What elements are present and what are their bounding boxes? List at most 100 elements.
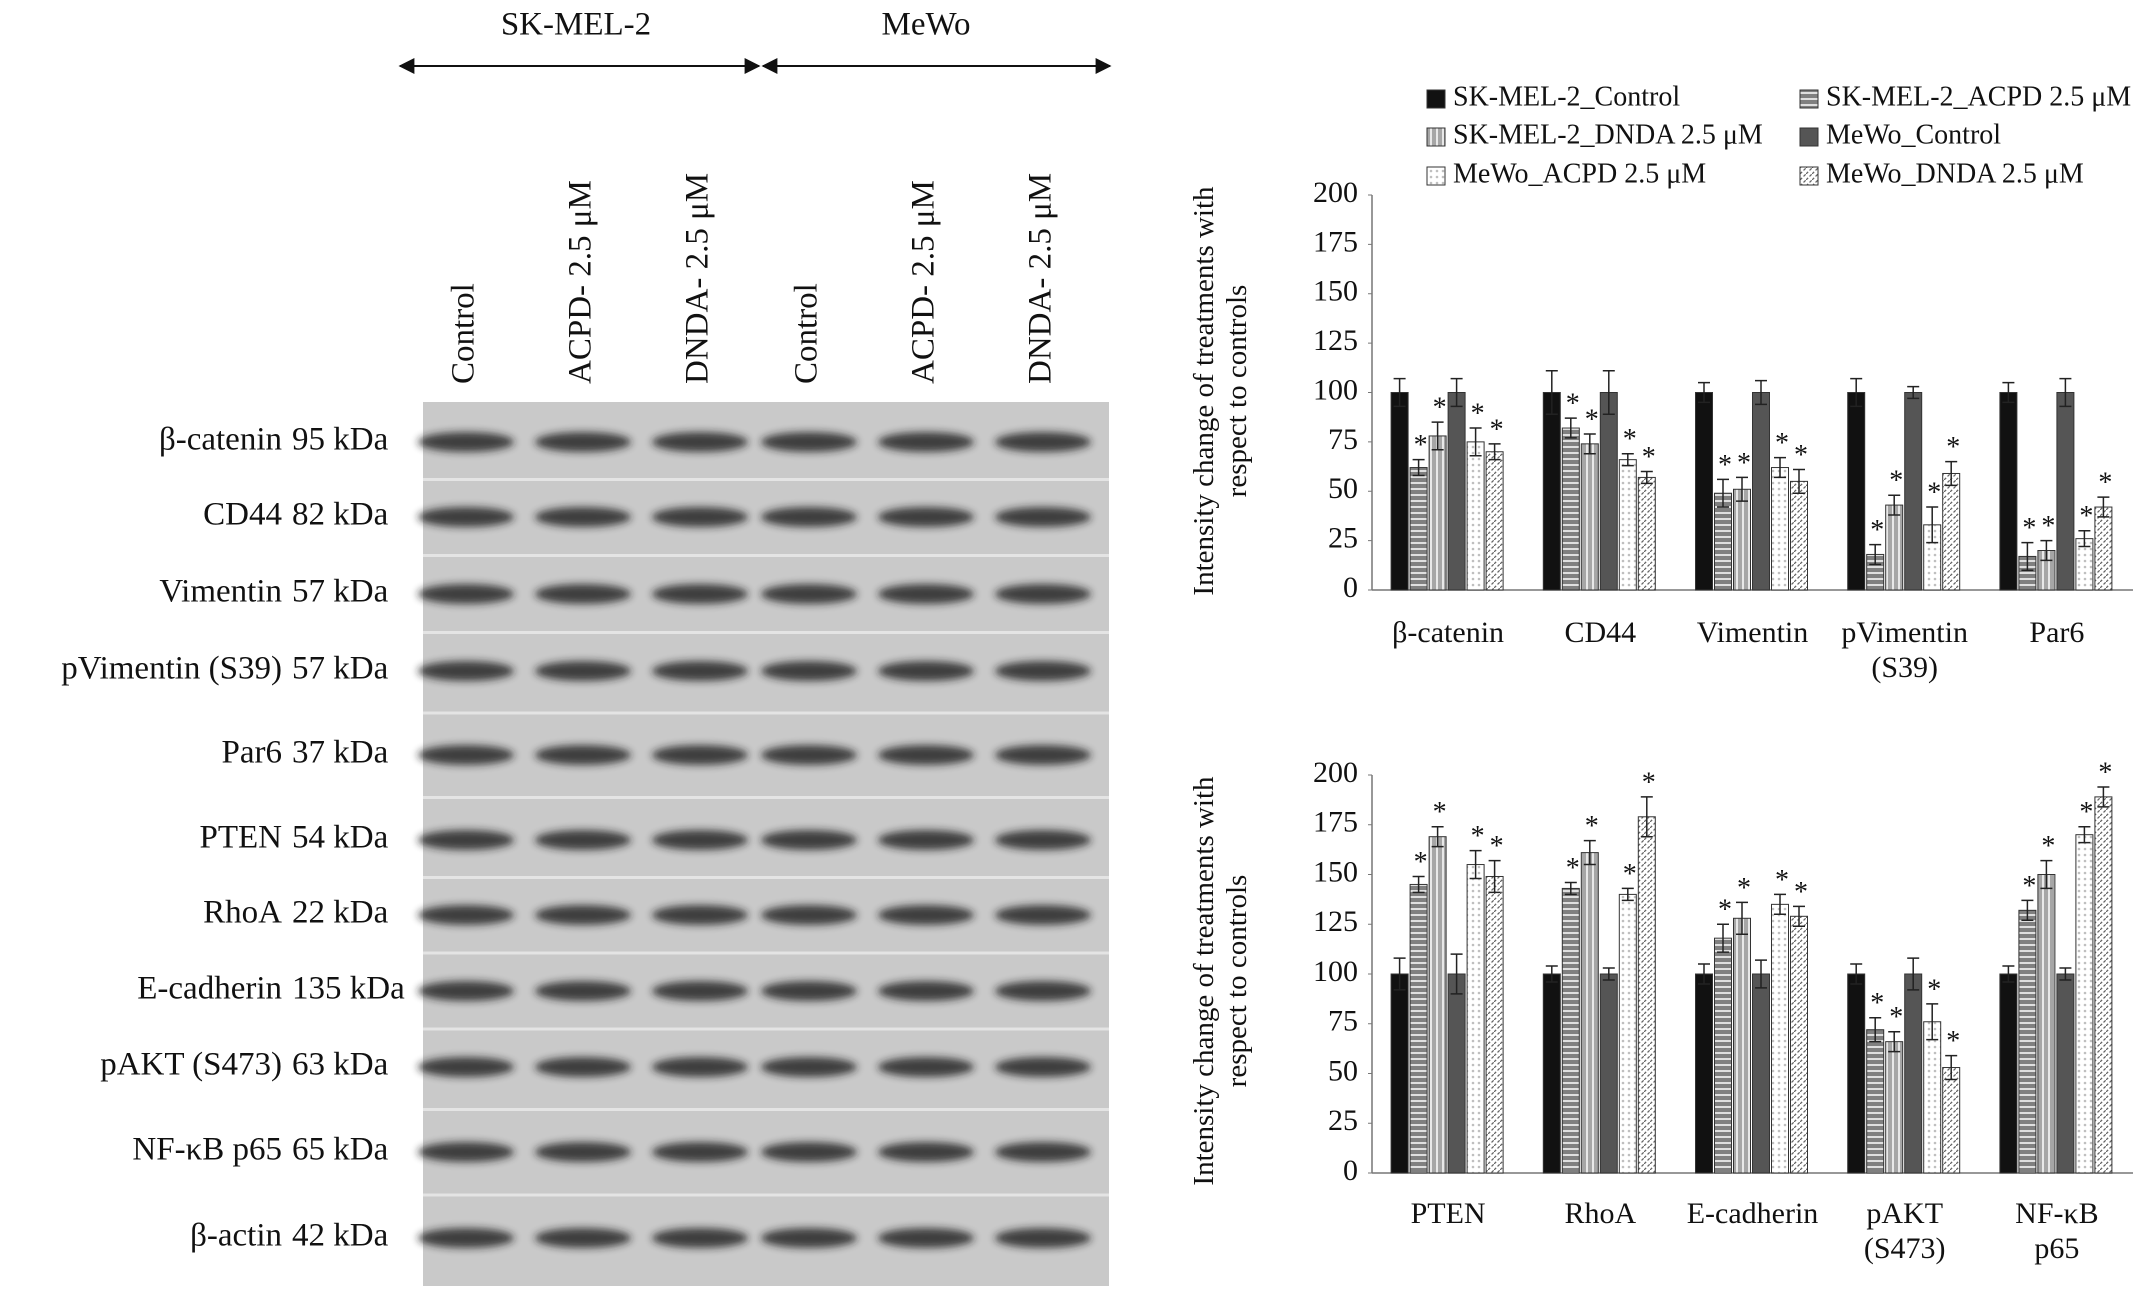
significance-marker: * — [1889, 466, 1903, 497]
bar — [1790, 480, 1808, 591]
y-tick-label: 125 — [1313, 905, 1358, 938]
error-bar — [1621, 452, 1634, 467]
y-tick-label: 0 — [1343, 571, 1358, 604]
error-bar — [1698, 963, 1710, 985]
bar — [1409, 467, 1428, 591]
blot-band — [878, 507, 974, 527]
legend-label: SK-MEL-2_ACPD 2.5 μM — [1826, 81, 2131, 112]
significance-marker: * — [1889, 1002, 1903, 1033]
bar — [1466, 441, 1485, 591]
x-tick-label: E-cadherin — [1686, 1197, 1819, 1230]
protein-label: pVimentin (S39) — [61, 651, 282, 687]
x-tick-label: CD44 — [1564, 616, 1637, 649]
protein-label: CD44 — [203, 497, 282, 533]
y-axis-label: Intensity change of treatments with resp… — [1188, 186, 1254, 596]
error-bar — [2002, 381, 2015, 404]
significance-marker: * — [1433, 797, 1447, 828]
blot-band — [418, 745, 514, 765]
group-label: MeWo — [882, 7, 971, 43]
error-bar — [1717, 478, 1729, 508]
protein-label: NF-κB p65 — [132, 1132, 282, 1168]
bar — [1771, 903, 1789, 1174]
blot-band — [652, 745, 748, 765]
blot-band — [995, 507, 1091, 527]
protein-label: RhoA — [203, 895, 282, 931]
error-bar — [1793, 905, 1805, 927]
x-tick-label: pVimentin (S39) — [1841, 616, 1968, 684]
error-bar — [2021, 541, 2034, 571]
error-bar — [1945, 1054, 1958, 1081]
x-tick-label: β-catenin — [1392, 616, 1505, 649]
y-tick-label: 50 — [1328, 1054, 1358, 1087]
blot-band — [995, 981, 1091, 1001]
bar — [2037, 874, 2056, 1174]
bar — [1714, 937, 1732, 1174]
error-bar — [1640, 470, 1653, 485]
error-bar — [1450, 953, 1463, 995]
size-label: 57 kDa — [292, 574, 389, 610]
y-tick-label: 25 — [1328, 522, 1358, 555]
blot-band — [761, 905, 857, 925]
bar — [1637, 476, 1656, 591]
blot-band — [761, 507, 857, 527]
bar — [1695, 973, 1713, 1174]
x-tick-label: NF-κB p65 — [2015, 1197, 2099, 1265]
bar — [1390, 392, 1409, 591]
significance-marker: * — [1870, 988, 1884, 1019]
size-label: 54 kDa — [292, 820, 389, 856]
significance-marker: * — [1471, 398, 1485, 429]
legend-label: MeWo_Control — [1826, 119, 2001, 150]
blot-band — [535, 905, 631, 925]
x-tick-label: Par6 — [2029, 616, 2085, 649]
significance-marker: * — [1623, 424, 1637, 455]
blot-band — [878, 1228, 974, 1248]
blot-band — [418, 507, 514, 527]
error-bar — [2078, 530, 2091, 548]
bar — [2094, 506, 2113, 591]
y-tick-label: 50 — [1328, 472, 1358, 505]
bar — [1580, 443, 1599, 591]
error-bar — [1564, 881, 1577, 896]
bar — [1866, 1029, 1885, 1174]
error-bar — [1907, 385, 1920, 400]
significance-marker: * — [1794, 440, 1808, 471]
blot-band — [995, 1228, 1091, 1248]
blot-band — [878, 830, 974, 850]
bar — [1428, 836, 1447, 1174]
bar — [1942, 1067, 1961, 1174]
bar — [1485, 451, 1504, 591]
bar — [1618, 459, 1637, 591]
error-bar — [2002, 965, 2015, 983]
legend-label: MeWo_DNDA 2.5 μM — [1826, 158, 2084, 189]
significance-marker: * — [1433, 393, 1447, 424]
legend-swatch — [1799, 166, 1819, 186]
error-bar — [1888, 1030, 1901, 1053]
significance-marker: * — [1623, 859, 1637, 890]
lane-label: Control — [446, 283, 482, 384]
y-tick-label: 125 — [1313, 324, 1358, 357]
blot-band — [878, 905, 974, 925]
error-bar — [1945, 460, 1958, 487]
bar — [1542, 392, 1561, 591]
blot-band — [418, 830, 514, 850]
error-bar — [2097, 786, 2110, 808]
error-bar — [1850, 377, 1863, 408]
blot-band — [878, 745, 974, 765]
bar — [1599, 392, 1618, 591]
legend-swatch — [1799, 89, 1819, 109]
error-bar — [1488, 443, 1501, 461]
error-bar — [1431, 825, 1444, 848]
blot-band — [761, 1228, 857, 1248]
significance-marker: * — [2022, 871, 2036, 902]
error-bar — [1412, 875, 1425, 894]
protein-label: PTEN — [200, 820, 283, 856]
blot-band — [652, 661, 748, 681]
blot-band — [418, 432, 514, 452]
protein-label: pAKT (S473) — [100, 1047, 282, 1083]
significance-marker: * — [2041, 511, 2055, 542]
blot-band — [652, 830, 748, 850]
blot-band — [652, 1228, 748, 1248]
significance-marker: * — [1775, 428, 1789, 459]
y-tick-label: 175 — [1313, 225, 1358, 258]
